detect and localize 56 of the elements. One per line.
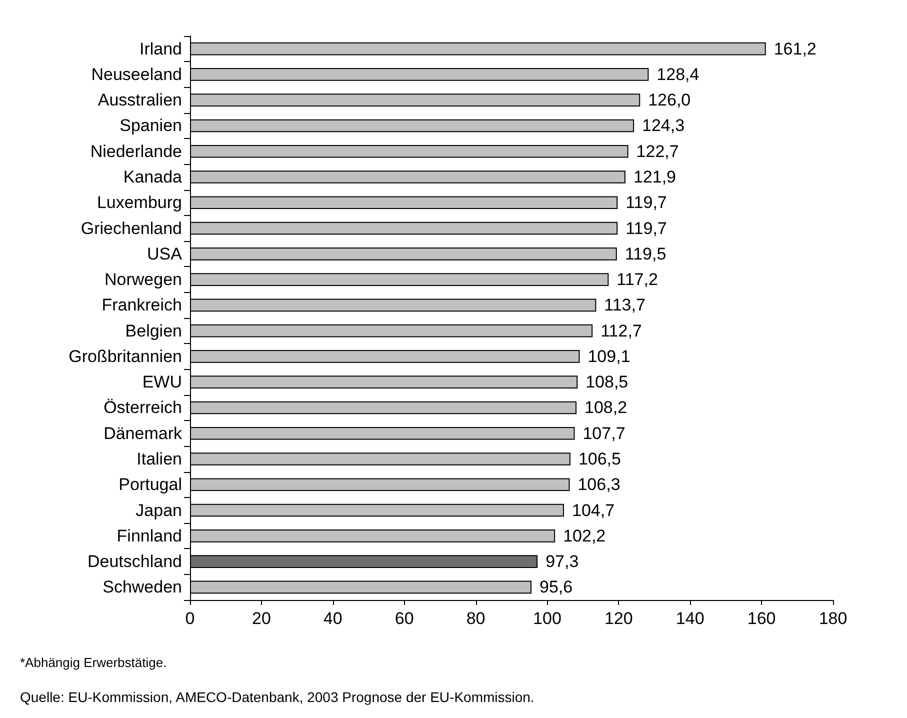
data-label: 95,6 [540,578,573,597]
y-tick-label: EWU [142,372,182,392]
x-tick-label: 180 [818,609,848,628]
y-tick-label: Schweden [102,578,182,597]
x-tick-label: 20 [252,609,271,628]
y-tick-label: Kanada [123,168,183,186]
data-label: 124,3 [642,116,685,136]
data-label: 121,9 [633,168,676,186]
x-tick-label: 40 [323,609,342,628]
x-tick-label: 80 [466,609,486,628]
x-tick-label: 100 [533,609,562,628]
y-tick-label: Norwegen [104,270,182,290]
y-tick-label: Niederlande [90,142,182,161]
data-label: 126,0 [648,90,691,110]
data-label: 108,5 [586,372,628,392]
y-tick-label: Großbritannien [68,346,182,366]
y-tick-label: Ausstralien [98,90,182,110]
y-tick-label: Neuseeland [91,64,182,84]
y-tick-label: Italien [136,450,182,468]
data-label: 128,4 [656,64,700,84]
y-tick-label: Irland [139,39,182,58]
data-label: 161,2 [774,39,816,58]
x-tick-label: 120 [604,609,633,628]
y-tick-label: Luxemburg [96,193,182,212]
y-tick-label: Deutschland [87,552,182,572]
text: *Abhängig Erwerbstätige. [20,655,167,670]
data-label: 109,1 [588,346,630,366]
source-note: Quelle: EU-Kommission, AMECO-Datenbank, 2003 Prognose der EU-Kommission. [20,689,534,705]
y-tick-label: Finnland [116,526,182,546]
data-label: 97,3 [546,552,579,572]
data-label: 122,7 [636,142,679,161]
x-tick-label: 160 [747,609,776,628]
x-tick-label: 140 [676,609,704,628]
data-label: 108,2 [584,398,628,418]
y-tick-label: Frankreich [102,296,182,315]
data-label: 113,7 [604,296,646,315]
y-tick-label: Belgien [125,321,182,340]
data-label: 119,7 [626,193,667,212]
data-label: 112,7 [600,321,642,340]
data-label: 119,7 [626,218,667,238]
x-tick-label: 60 [394,609,414,628]
y-tick-label: Spanien [120,116,182,136]
data-label: 106,3 [578,475,620,494]
y-tick-label: USA [147,244,183,264]
y-tick-label: Österreich [104,398,182,418]
data-label: 102,2 [563,526,606,546]
data-label: 119,5 [624,244,666,264]
data-label: 117,2 [616,270,658,290]
data-label: 107,7 [582,424,626,443]
data-label: 106,5 [578,450,621,468]
y-tick-label: Japan [136,500,182,520]
data-label: 104,7 [572,500,615,520]
y-tick-label: Portugal [118,475,182,494]
x-tick-label: 0 [185,609,195,628]
y-tick-label: Dänemark [104,424,182,443]
y-tick-label: Griechenland [80,218,182,238]
